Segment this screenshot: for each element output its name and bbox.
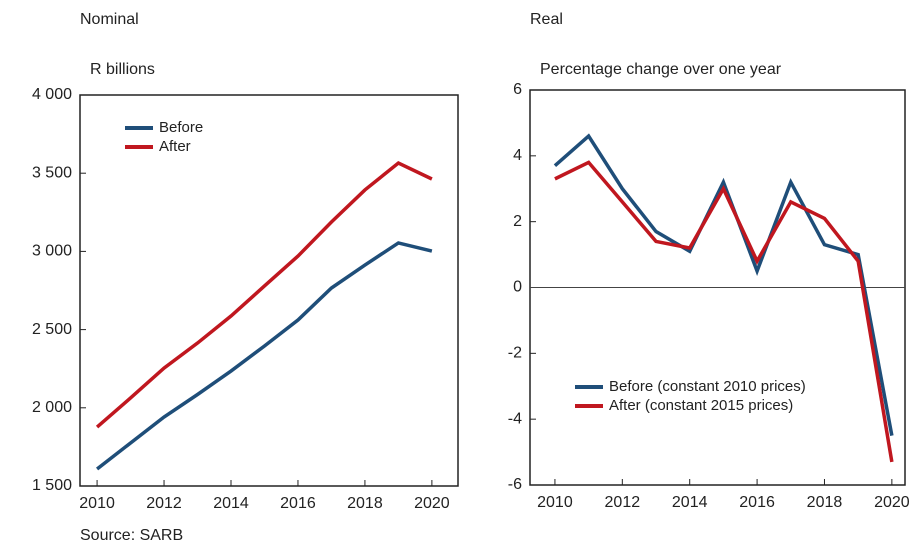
x-tick-label: 2018 [807, 494, 843, 511]
y-tick-label: 2 500 [32, 321, 72, 338]
y-tick-label: 4 000 [32, 86, 72, 103]
x-tick-label: 2016 [739, 494, 775, 511]
x-tick-label: 2020 [874, 494, 910, 511]
series-line [554, 160, 894, 463]
y-tick-label: 1 500 [32, 477, 72, 494]
x-tick-label: 2010 [537, 494, 573, 511]
series-line [553, 133, 894, 436]
x-tick-label: 2014 [213, 495, 249, 512]
x-tick-label: 2010 [79, 495, 115, 512]
y-tick-label: 2 [513, 213, 522, 230]
legend-label: Before [159, 119, 203, 136]
chart-title: Nominal [80, 11, 139, 28]
x-tick-label: 2018 [347, 495, 383, 512]
x-tick-label: 2012 [605, 494, 641, 511]
legend-label: Before (constant 2010 prices) [609, 378, 806, 395]
y-tick-label: 6 [513, 81, 522, 98]
plot-frame [79, 94, 459, 487]
y-tick-label: -4 [508, 410, 522, 427]
y-tick-label: -2 [508, 345, 522, 362]
legend-label: After [159, 138, 191, 155]
y-axis-label: Percentage change over one year [540, 61, 782, 78]
series-line [96, 241, 433, 471]
chart-title: Real [530, 11, 563, 28]
y-tick-label: 2 000 [32, 399, 72, 416]
y-tick-label: 4 [513, 147, 522, 164]
x-tick-label: 2016 [280, 495, 316, 512]
source-note: Source: SARB [80, 527, 183, 544]
series-line [95, 160, 433, 429]
y-axis-label: R billions [90, 61, 155, 78]
y-tick-label: 3 000 [32, 243, 72, 260]
y-tick-label: 0 [513, 279, 522, 296]
legend-label: After (constant 2015 prices) [609, 397, 793, 414]
x-tick-label: 2012 [146, 495, 182, 512]
x-tick-label: 2014 [672, 494, 708, 511]
x-tick-label: 2020 [414, 495, 450, 512]
y-tick-label: -6 [508, 476, 522, 493]
y-tick-label: 3 500 [32, 164, 72, 181]
